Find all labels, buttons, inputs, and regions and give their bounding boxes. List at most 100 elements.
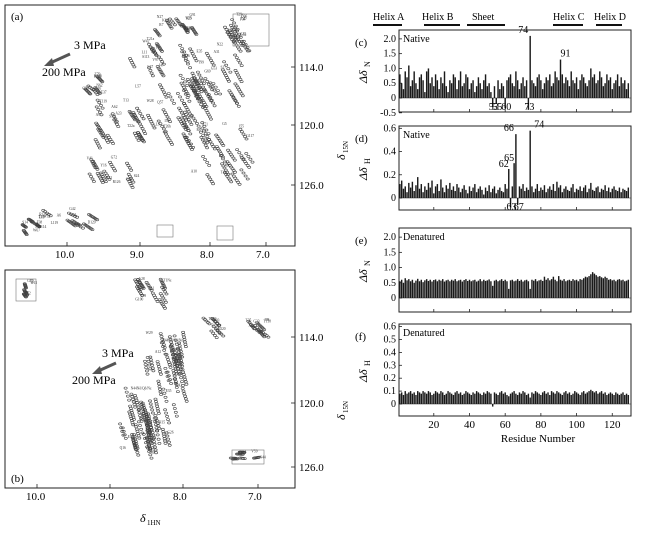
nmr-peak (208, 96, 213, 99)
bar-ytick-label: 1.0 (384, 63, 397, 74)
nmr-peak (228, 35, 233, 39)
residue-bar (568, 279, 571, 298)
peak-assignment-label: T1 (155, 45, 159, 49)
nmr-peak (173, 351, 178, 355)
peak-assignment-label: I98 (265, 318, 270, 322)
residue-bar (570, 187, 572, 198)
residue-bar (624, 80, 626, 98)
peak-assignment-label: Y16 (100, 164, 106, 168)
nmr-peak (232, 21, 236, 25)
nmr-peak (135, 429, 140, 433)
residue-bar (431, 77, 433, 98)
residue-bar (540, 80, 542, 98)
residue-bar (406, 393, 408, 404)
residue-bar (418, 188, 421, 198)
nmr-peak (238, 61, 243, 65)
residue-bar (466, 77, 469, 98)
residue-bar (575, 392, 578, 404)
residue-bar (434, 391, 437, 404)
bar-ytick-label: 0.5 (384, 278, 397, 289)
peak-assignment-label: N101 (238, 451, 246, 455)
nmr-peak (156, 66, 161, 70)
residue-bar (516, 198, 519, 205)
bar-ylabel-sub: N (363, 260, 372, 266)
nmr-peak (182, 50, 187, 54)
residue-bar (600, 277, 603, 298)
nmr-peak (158, 122, 163, 126)
residue-bar (607, 279, 610, 298)
residue-bar (570, 280, 572, 298)
nmr-peak (205, 80, 210, 83)
residue-bar (591, 77, 594, 98)
nmr-peak (160, 72, 165, 76)
peak-assignment-label: G91 (190, 13, 196, 17)
residue-bar (568, 392, 571, 404)
nmr-peak (178, 109, 183, 112)
nmr-peak (168, 25, 173, 29)
nmr-peak (180, 47, 185, 51)
residue-bar (552, 392, 555, 404)
peak-assignment-label: A11 (148, 287, 154, 291)
bar-ylabel-sub: H (363, 360, 372, 366)
nmr-peak (143, 363, 148, 366)
residue-bar (465, 74, 467, 98)
residue-bar (552, 276, 555, 298)
nmr-peak (161, 62, 166, 66)
residue-bar (513, 86, 515, 98)
residue-bar (474, 92, 476, 98)
peak-assignment-label: T99 (140, 294, 146, 298)
nmr-peak (243, 174, 248, 178)
nmr-peak (184, 118, 189, 122)
nmr-peak (159, 71, 164, 75)
peak-assignment-label: S1 (243, 450, 247, 454)
bar-ytick-label: 0.4 (384, 147, 397, 158)
nmr-peak (230, 38, 235, 42)
panel-a-label: (a) (11, 11, 24, 23)
peak-assignment-label: N62 (96, 83, 102, 87)
nmr-peak (178, 349, 183, 353)
peak-assignment-label: L11 (142, 50, 148, 54)
nmr-peak (241, 171, 246, 175)
residue-bar (549, 74, 551, 98)
residue-bar (408, 65, 410, 98)
residue-bar (454, 279, 456, 298)
bar-ylabel-main: Δδ (356, 369, 370, 383)
panel-a-frame (4, 4, 296, 247)
nmr-peak (172, 334, 177, 338)
residue-bar (399, 393, 401, 404)
nmr-peak (232, 158, 237, 162)
residue-bar (454, 77, 456, 98)
peak-assignment-label: N59 (186, 17, 192, 21)
peak-assignment-label: E35 (197, 49, 203, 53)
nmr-peak (223, 25, 227, 29)
peak-assignment-label: I47 (159, 64, 164, 68)
residue-bar (520, 188, 522, 198)
nmr-peak (154, 426, 159, 430)
residue-bar (524, 191, 526, 198)
residue-bar (561, 394, 564, 404)
residue-bar (458, 280, 460, 298)
nmr-peak (163, 300, 168, 304)
nmr-peak (166, 92, 171, 96)
residue-bar (627, 394, 630, 404)
nmr-peak (200, 121, 205, 125)
residue-bar (459, 279, 462, 298)
nmr-peak (87, 172, 92, 176)
residue-bar (506, 281, 508, 298)
nmr-peak (186, 118, 191, 121)
nmr-peak (133, 118, 138, 122)
nmr-peak (150, 74, 155, 78)
nmr-peak (245, 177, 250, 181)
residue-bar (493, 86, 496, 98)
nmr-peak (157, 385, 162, 388)
nmr-peak (169, 340, 174, 344)
nmr-peak (163, 439, 168, 443)
nmr-peak (140, 114, 144, 118)
residue-bar (627, 279, 630, 298)
nmr-peak (198, 130, 203, 134)
panel-b-xtick-label: 9.0 (100, 491, 114, 503)
nmr-peak (148, 358, 153, 362)
nmr-peak (168, 345, 173, 349)
nmr-peak (189, 114, 194, 118)
